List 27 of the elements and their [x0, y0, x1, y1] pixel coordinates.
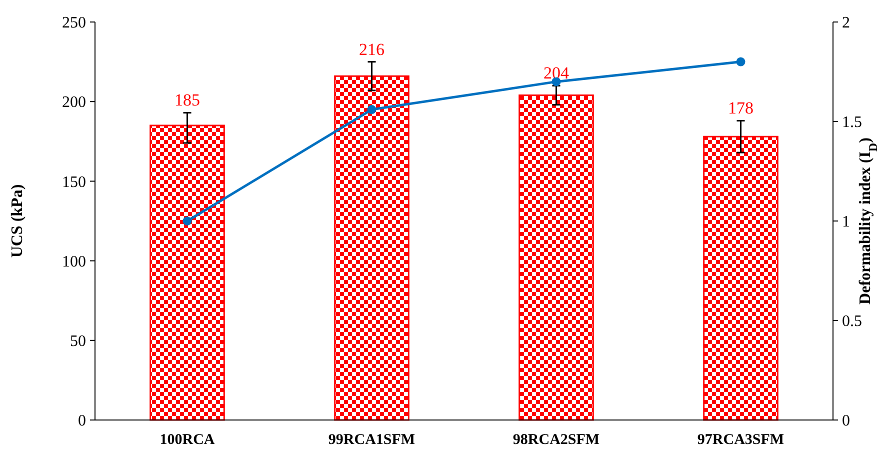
y2-tick-label: 0: [842, 412, 850, 430]
point: [367, 105, 376, 114]
point: [182, 216, 192, 226]
point: [736, 57, 746, 66]
y2-tick-label: 0.5: [842, 313, 862, 330]
bar: [150, 124, 225, 421]
data-label: 204: [544, 64, 570, 83]
data-label: 185: [174, 90, 200, 110]
x-tick-label: 97RCA3SFM: [697, 432, 784, 448]
y-tick-label: 250: [62, 14, 86, 32]
bar: [518, 94, 594, 421]
y2-tick-label: 1.5: [842, 114, 862, 132]
y-tick-label: 50: [70, 333, 86, 350]
x-tick-label: 100RCA: [160, 432, 215, 448]
y-tick-label: 0: [78, 412, 86, 430]
y-tick-label: 150: [62, 174, 86, 191]
data-label: 216: [359, 40, 384, 59]
y-tick-label: 100: [62, 253, 86, 270]
x-tick-label: 98RCA2SFM: [512, 432, 600, 448]
x-tick-label: 99RCA1SFM: [328, 432, 416, 448]
y2-tick-label: 1: [842, 214, 850, 231]
y-tick-label: 200: [62, 94, 86, 112]
bar: [334, 75, 410, 421]
y-axis-title: UCS (kPa): [9, 184, 26, 258]
bar: [703, 136, 778, 421]
data-label: 178: [728, 98, 754, 118]
y2-tick-label: 2: [842, 14, 850, 32]
